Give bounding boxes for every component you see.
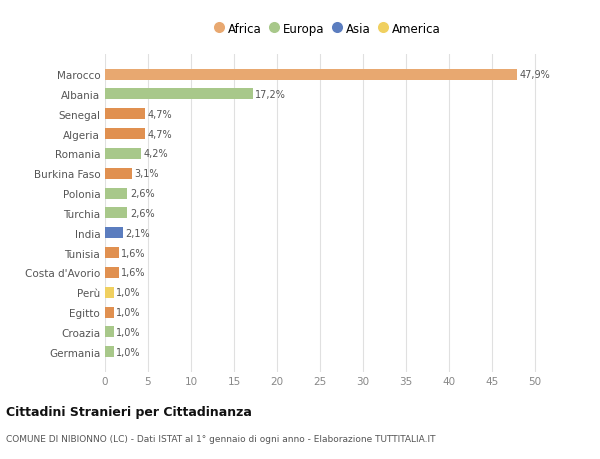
- Bar: [105, 208, 127, 219]
- Bar: [105, 129, 145, 140]
- Text: Cittadini Stranieri per Cittadinanza: Cittadini Stranieri per Cittadinanza: [6, 405, 252, 419]
- Bar: [105, 188, 127, 199]
- Bar: [105, 267, 119, 278]
- Bar: [105, 347, 113, 358]
- Text: 4,7%: 4,7%: [148, 129, 173, 139]
- Bar: [105, 287, 113, 298]
- Text: 2,6%: 2,6%: [130, 208, 155, 218]
- Text: 47,9%: 47,9%: [520, 70, 550, 80]
- Bar: [105, 109, 145, 120]
- Text: 1,0%: 1,0%: [116, 288, 140, 297]
- Text: 4,7%: 4,7%: [148, 110, 173, 119]
- Text: 17,2%: 17,2%: [256, 90, 286, 100]
- Legend: Africa, Europa, Asia, America: Africa, Europa, Asia, America: [217, 23, 440, 36]
- Bar: [105, 89, 253, 100]
- Text: 1,6%: 1,6%: [121, 248, 146, 258]
- Bar: [105, 69, 517, 80]
- Bar: [105, 168, 131, 179]
- Text: 1,0%: 1,0%: [116, 327, 140, 337]
- Text: 2,6%: 2,6%: [130, 189, 155, 199]
- Bar: [105, 307, 113, 318]
- Bar: [105, 149, 141, 160]
- Bar: [105, 228, 123, 239]
- Bar: [105, 327, 113, 338]
- Text: 3,1%: 3,1%: [134, 169, 159, 179]
- Bar: [105, 247, 119, 258]
- Text: COMUNE DI NIBIONNO (LC) - Dati ISTAT al 1° gennaio di ogni anno - Elaborazione T: COMUNE DI NIBIONNO (LC) - Dati ISTAT al …: [6, 434, 436, 442]
- Text: 1,0%: 1,0%: [116, 308, 140, 317]
- Text: 1,0%: 1,0%: [116, 347, 140, 357]
- Text: 4,2%: 4,2%: [143, 149, 169, 159]
- Text: 1,6%: 1,6%: [121, 268, 146, 278]
- Text: 2,1%: 2,1%: [125, 228, 150, 238]
